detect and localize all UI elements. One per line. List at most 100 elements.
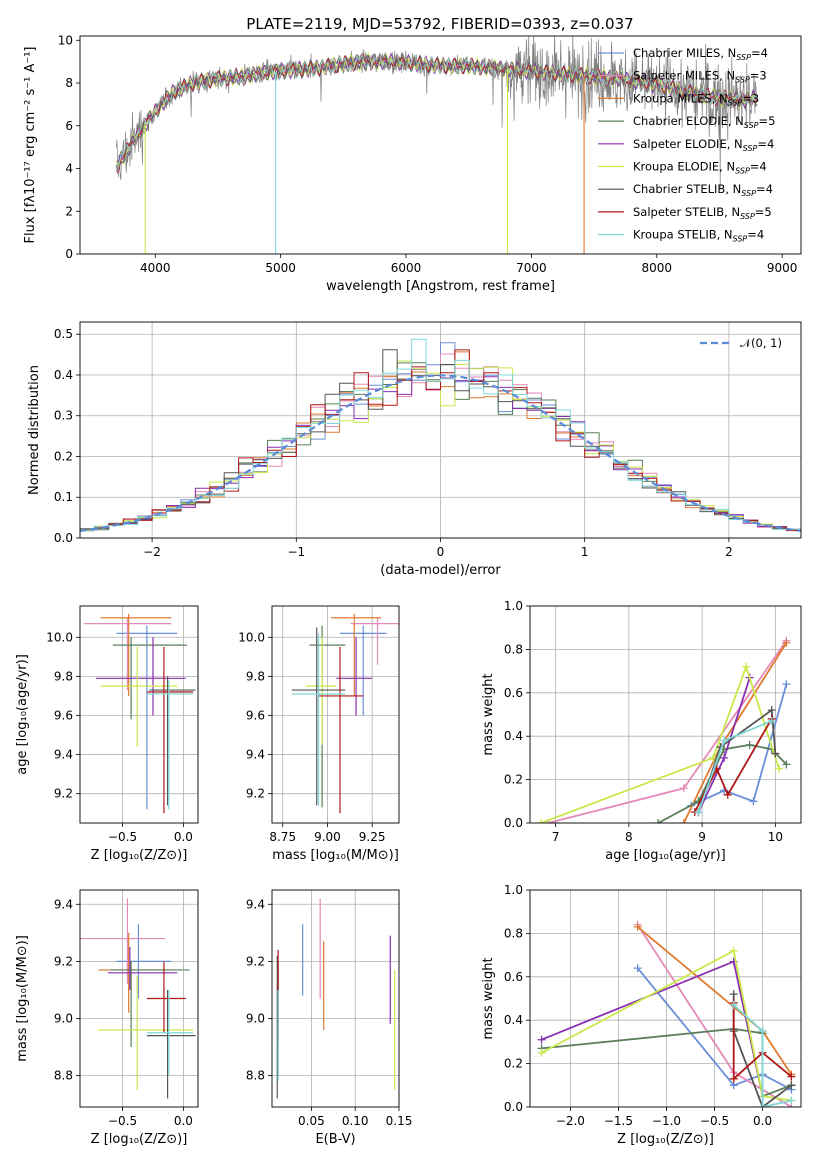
legend: Chabrier MILES, NSSP=4 Salpeter MILES, NS…	[598, 46, 775, 244]
y-tick-label: 9.8	[54, 669, 73, 683]
weight-vs-metallicity-panel: −2.0 −1.5 −1.0 −0.5 0.0 0.0 0.2 0.4 0.6 0.8 1.0 Z […	[481, 883, 802, 1147]
y-tick-label: 4	[65, 162, 73, 176]
grid-lines	[272, 890, 400, 1107]
x-tick-label: 8	[625, 830, 633, 844]
x-tick-label: 0.15	[386, 1114, 413, 1128]
y-tick-label: 0.5	[54, 327, 73, 341]
x-tick-label: −0.5	[108, 1114, 137, 1128]
y-tick-label: 9.0	[246, 1011, 265, 1025]
model-spectrum-kroupa-stelib	[116, 52, 758, 172]
y-tick-label: 0.1	[54, 490, 73, 504]
plot-area	[83, 613, 196, 814]
legend-label: Chabrier ELODIE, NSSP=5	[633, 114, 775, 130]
y-tick-label: 9.0	[54, 1011, 73, 1025]
weight-marker	[723, 790, 732, 799]
weight-vs-age-panel: 7 8 9 10 0.0 0.2 0.4 0.6 0.8 1.0 age [log₁₀(age/yr…	[481, 599, 802, 863]
y-tick-label: 0	[65, 247, 73, 261]
x-tick-label: 0.0	[174, 1114, 193, 1128]
x-tick-label: 7000	[516, 261, 547, 275]
y-tick-label: 9.4	[54, 748, 73, 762]
weight-line-salpeter-miles	[548, 640, 788, 823]
axes-frame	[529, 605, 802, 824]
x-tick-label: 9.00	[314, 830, 341, 844]
weight-marker	[729, 1001, 738, 1010]
y-tick-label: 9.4	[54, 897, 73, 911]
grid-lines	[272, 606, 399, 823]
legend-label: 𝒩(0, 1)	[740, 336, 782, 350]
plot-area	[536, 636, 791, 823]
axes-frame	[271, 605, 400, 824]
plot-area	[291, 613, 399, 814]
weight-marker	[775, 764, 784, 773]
x-tick-label: 0.10	[342, 1114, 369, 1128]
x-tick-label: 1	[581, 545, 589, 559]
spectrum-panel: 4000 5000 6000 7000 8000 9000 0 2 4 6 8 10 wavelengt…	[23, 33, 802, 294]
axes-frame	[79, 889, 199, 1108]
y-tick-label: 9.4	[246, 897, 265, 911]
y-axis-label: age [log₁₀(age/yr)]	[15, 654, 30, 775]
x-axis-label: Z [log₁₀(Z/Z⊙)]	[91, 1132, 188, 1147]
x-tick-label: 2	[725, 545, 733, 559]
weight-marker	[767, 717, 776, 726]
figure-title: PLATE=2119, MJD=53792, FIBERID=0393, z=0…	[246, 15, 633, 33]
weight-line-kroupa-miles	[682, 642, 788, 823]
axes-frame	[79, 321, 802, 539]
grid-lines	[530, 605, 801, 824]
weight-marker	[729, 946, 738, 955]
legend-label: Kroupa ELODIE, NSSP=4	[633, 160, 767, 176]
plot-area	[276, 898, 396, 1099]
y-tick-label: 0.4	[504, 1013, 523, 1027]
grid-lines	[80, 606, 198, 823]
y-tick-label: 0.2	[54, 449, 73, 463]
weight-marker	[729, 1074, 738, 1083]
x-tick-label: −0.5	[108, 830, 137, 844]
legend-label: Chabrier MILES, NSSP=4	[633, 46, 768, 62]
histogram-salpeter-stelib	[80, 349, 801, 538]
weight-marker	[679, 819, 688, 823]
plot-area	[80, 898, 196, 1099]
x-tick-label: 5000	[265, 261, 296, 275]
weight-line-kroupa-elodie	[540, 664, 780, 823]
x-axis-label: (data-model)/error	[380, 563, 501, 578]
y-tick-label: 10.0	[46, 630, 73, 644]
model-spectrum-salpeter-elodie	[116, 52, 758, 163]
legend-label: Salpeter ELODIE, NSSP=4	[633, 137, 774, 153]
y-axis-label: mass weight	[481, 957, 496, 1039]
x-tick-label: 0.05	[298, 1114, 325, 1128]
legend-label: Kroupa STELIB, NSSP=4	[633, 228, 764, 244]
weight-line-kroupa-elodie	[541, 949, 792, 1102]
legend-label: Salpeter MILES, NSSP=3	[633, 69, 767, 85]
weight-marker	[633, 964, 642, 973]
weight-marker	[679, 784, 688, 793]
x-tick-label: −1.0	[652, 1114, 681, 1128]
x-tick-label: −0.5	[700, 1114, 729, 1128]
x-tick-label: 7	[552, 830, 560, 844]
y-tick-label: 9.6	[54, 708, 73, 722]
x-tick-label: −1.5	[604, 1114, 633, 1128]
weight-marker	[654, 819, 663, 823]
plot-area	[115, 36, 758, 254]
y-tick-label: 0.6	[504, 686, 523, 700]
y-tick-label: 0.4	[54, 368, 73, 382]
x-tick-label: 9.25	[359, 830, 386, 844]
age-vs-metallicity-panel: −0.5 0.0 9.2 9.4 9.6 9.8 10.0 Z [log₁₀(Z/Z⊙)] ag…	[15, 605, 199, 863]
y-tick-label: 10	[58, 33, 73, 47]
y-tick-label: 9.8	[246, 669, 265, 683]
x-tick-label: 8000	[642, 261, 673, 275]
y-tick-label: 0.2	[504, 1057, 523, 1071]
x-tick-label: −2	[143, 545, 161, 559]
y-tick-label: 0.8	[504, 642, 523, 656]
y-tick-label: 0.3	[54, 409, 73, 423]
weight-marker	[749, 797, 758, 806]
weight-marker	[787, 1072, 796, 1081]
age-vs-mass-panel: 8.75 9.00 9.25 9.2 9.4 9.6 9.8 10.0 mass [log₁₀(…	[238, 605, 400, 863]
weight-marker	[709, 753, 718, 762]
legend-label: Kroupa MILES, NSSP=3	[633, 91, 759, 107]
weight-marker	[767, 706, 776, 715]
weight-marker	[787, 1096, 796, 1105]
mass-vs-ebv-panel: 0.05 0.10 0.15 8.8 9.0 9.2 9.4 E(B-V)	[246, 889, 413, 1147]
legend-label: Salpeter STELIB, NSSP=5	[633, 205, 772, 221]
weight-marker	[782, 760, 791, 769]
y-tick-label: 1.0	[504, 599, 523, 613]
